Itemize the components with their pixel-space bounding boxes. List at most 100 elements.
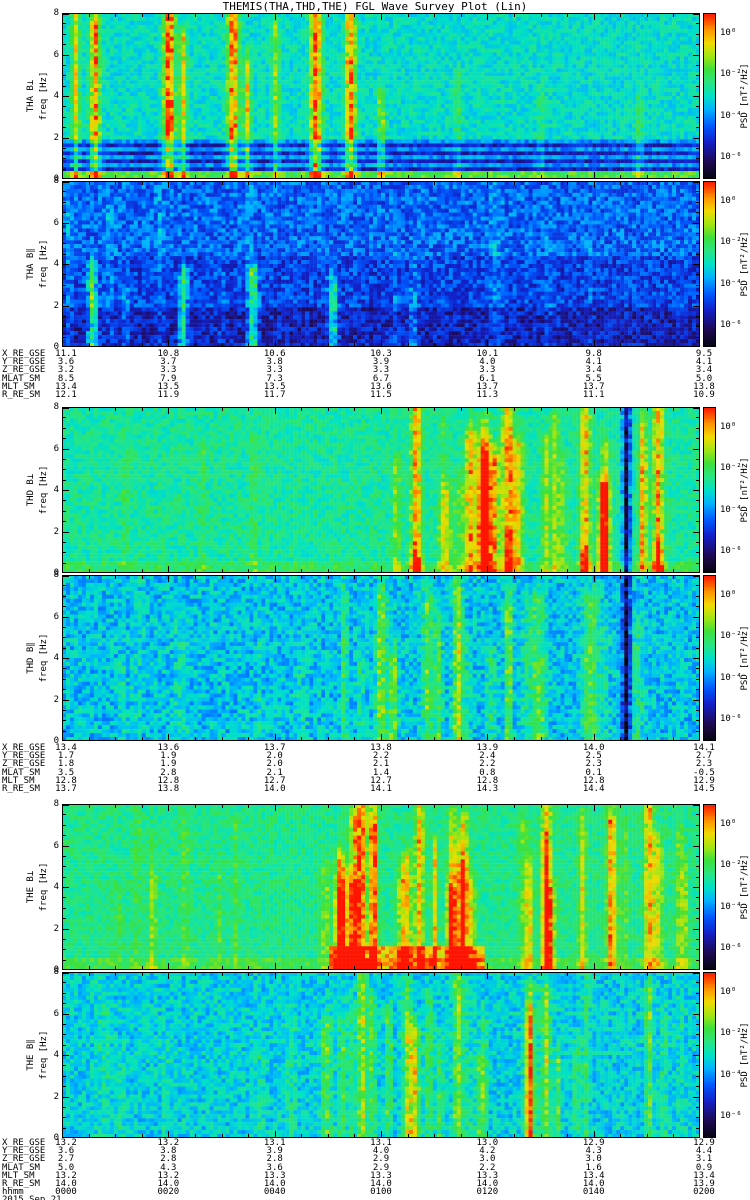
ephemeris-value: 5.0 bbox=[695, 373, 713, 384]
ephemeris-row-label: X_RE_GSE bbox=[2, 743, 46, 753]
ephemeris-value: 12.8 bbox=[582, 775, 605, 786]
ephemeris-value: 12.7 bbox=[370, 775, 392, 786]
y-tick-label: 0 bbox=[53, 342, 59, 352]
y-tick-label: 6 bbox=[53, 1008, 59, 1019]
ephemeris-value: 2.2 bbox=[479, 759, 496, 770]
ephemeris-value: 13.9 bbox=[693, 1179, 715, 1189]
ephemeris-row-label: Y_RE_GSE bbox=[2, 1146, 46, 1157]
ephemeris-value: 13.1 bbox=[263, 1138, 286, 1148]
ephemeris-value: 0.8 bbox=[479, 767, 496, 778]
ephemeris-value: 12.9 bbox=[582, 1138, 605, 1148]
ephemeris-value: 6.1 bbox=[479, 373, 496, 384]
ephemeris-value: 3.3 bbox=[266, 365, 283, 376]
date-label: 2015 Sep 21 bbox=[2, 1196, 62, 1200]
ephemeris-value: 13.9 bbox=[476, 743, 499, 753]
ephemeris-value: 3.7 bbox=[160, 357, 177, 368]
ephemeris-value: 11.1 bbox=[55, 349, 77, 359]
y-tick-label: 8 bbox=[53, 570, 59, 580]
ephemeris-value: 0.9 bbox=[695, 1162, 713, 1173]
ephemeris-value: 4.1 bbox=[585, 357, 602, 368]
ephemeris-value: 3.4 bbox=[695, 365, 713, 376]
ephemeris-value: 2.7 bbox=[695, 751, 713, 762]
ephemeris-value: 4.1 bbox=[695, 357, 713, 368]
colorbar-tick-label: 10⁻⁶ bbox=[720, 152, 742, 163]
colorbar bbox=[703, 804, 716, 970]
ephemeris-value: 13.4 bbox=[582, 1170, 605, 1181]
y-tick-label: 0 bbox=[53, 965, 59, 975]
spectrogram-canvas bbox=[62, 972, 700, 1138]
ephemeris-value: 3.1 bbox=[695, 1154, 713, 1165]
ephemeris-value: 7.3 bbox=[266, 373, 283, 384]
ephemeris-value: 13.3 bbox=[370, 1170, 392, 1181]
ephemeris-value: 13.0 bbox=[476, 1138, 499, 1148]
ephemeris-value: 1.7 bbox=[57, 751, 75, 762]
ephemeris-value: 12.7 bbox=[263, 775, 286, 786]
ephemeris-value: 11.5 bbox=[370, 390, 392, 400]
ephemeris-value: 4.2 bbox=[479, 1146, 496, 1157]
ephemeris-value: 10.3 bbox=[370, 349, 392, 359]
ephemeris-value: 4.4 bbox=[695, 1146, 713, 1157]
colorbar-tick-label: 10⁻⁴ bbox=[720, 672, 742, 683]
ephemeris-value: 4.0 bbox=[372, 1146, 390, 1157]
ephemeris-value: 13.8 bbox=[157, 784, 180, 794]
ephemeris-row-label: Z_RE_GSE bbox=[2, 759, 46, 770]
colorbar bbox=[703, 972, 716, 1138]
colorbar-tick-label: 10⁻² bbox=[720, 860, 742, 871]
ephemeris-value: 14.4 bbox=[582, 784, 605, 794]
ephemeris-value: 13.7 bbox=[263, 743, 286, 753]
ephemeris-value: 12.9 bbox=[693, 775, 715, 786]
y-tick-label: 2 bbox=[53, 300, 59, 311]
panel-y-label: THD B∥ bbox=[26, 642, 36, 674]
ephemeris-value: 4.3 bbox=[160, 1162, 177, 1173]
y-tick-label: 8 bbox=[53, 402, 59, 412]
ephemeris-value: 14.3 bbox=[476, 784, 499, 794]
time-value: 0100 bbox=[370, 1187, 392, 1198]
ephemeris-value: 5.5 bbox=[585, 373, 602, 384]
ephemeris-value: 2.4 bbox=[479, 751, 496, 762]
ephemeris-value: 13.3 bbox=[263, 1170, 286, 1181]
ephemeris-value: 13.7 bbox=[582, 381, 605, 392]
y-tick-label: 2 bbox=[53, 1091, 59, 1102]
ephemeris-value: 2.9 bbox=[372, 1162, 390, 1173]
y-tick-label: 4 bbox=[53, 91, 59, 101]
ephemeris-value: 2.0 bbox=[266, 751, 283, 762]
colorbar-tick-label: 10⁰ bbox=[720, 986, 737, 997]
ephemeris-value: 10.6 bbox=[263, 349, 286, 359]
time-row-label: hhmm bbox=[2, 1187, 24, 1198]
y-tick-label: 2 bbox=[53, 526, 59, 537]
y-tick-label: 4 bbox=[53, 882, 59, 892]
ephemeris-value: 14.5 bbox=[693, 784, 715, 794]
ephemeris-value: 2.3 bbox=[585, 759, 602, 770]
time-value: 0040 bbox=[263, 1187, 286, 1198]
y-tick-label: 4 bbox=[53, 1050, 59, 1060]
ephemeris-value: 1.4 bbox=[372, 767, 390, 778]
ephemeris-value: 2.7 bbox=[57, 1154, 75, 1165]
time-value: 0200 bbox=[693, 1187, 715, 1198]
psd-axis-label: PSD [nT²/Hz] bbox=[740, 854, 750, 920]
ephemeris-value: 11.7 bbox=[263, 390, 286, 400]
ephemeris-value: 13.2 bbox=[55, 1170, 77, 1181]
ephemeris-value: 3.0 bbox=[585, 1154, 602, 1165]
ephemeris-value: 13.4 bbox=[55, 381, 77, 392]
ephemeris-value: 13.2 bbox=[157, 1138, 180, 1148]
ephemeris-value: 14.0 bbox=[263, 784, 286, 794]
ephemeris-value: 3.4 bbox=[585, 365, 602, 376]
ephemeris-value: 13.6 bbox=[157, 743, 180, 753]
ephemeris-value: 14.0 bbox=[476, 1179, 499, 1189]
colorbar-tick-label: 10⁻² bbox=[720, 1028, 742, 1039]
ephemeris-value: 0.1 bbox=[585, 767, 602, 778]
ephemeris-value: 3.6 bbox=[266, 1162, 283, 1173]
ephemeris-value: 12.8 bbox=[157, 775, 180, 786]
colorbar-tick-label: 10⁻⁶ bbox=[720, 546, 742, 557]
colorbar-tick-label: 10⁻² bbox=[720, 631, 742, 642]
ephemeris-value: 13.7 bbox=[55, 784, 77, 794]
ephemeris-value: 1.6 bbox=[585, 1162, 602, 1173]
ephemeris-row-label: Z_RE_GSE bbox=[2, 1154, 46, 1165]
colorbar-tick-label: 10⁻² bbox=[720, 69, 742, 80]
ephemeris-value: 14.0 bbox=[582, 1179, 605, 1189]
colorbar bbox=[703, 407, 716, 573]
y-tick-label: 8 bbox=[53, 176, 59, 186]
psd-axis-label: PSD [nT²/Hz] bbox=[740, 63, 750, 129]
